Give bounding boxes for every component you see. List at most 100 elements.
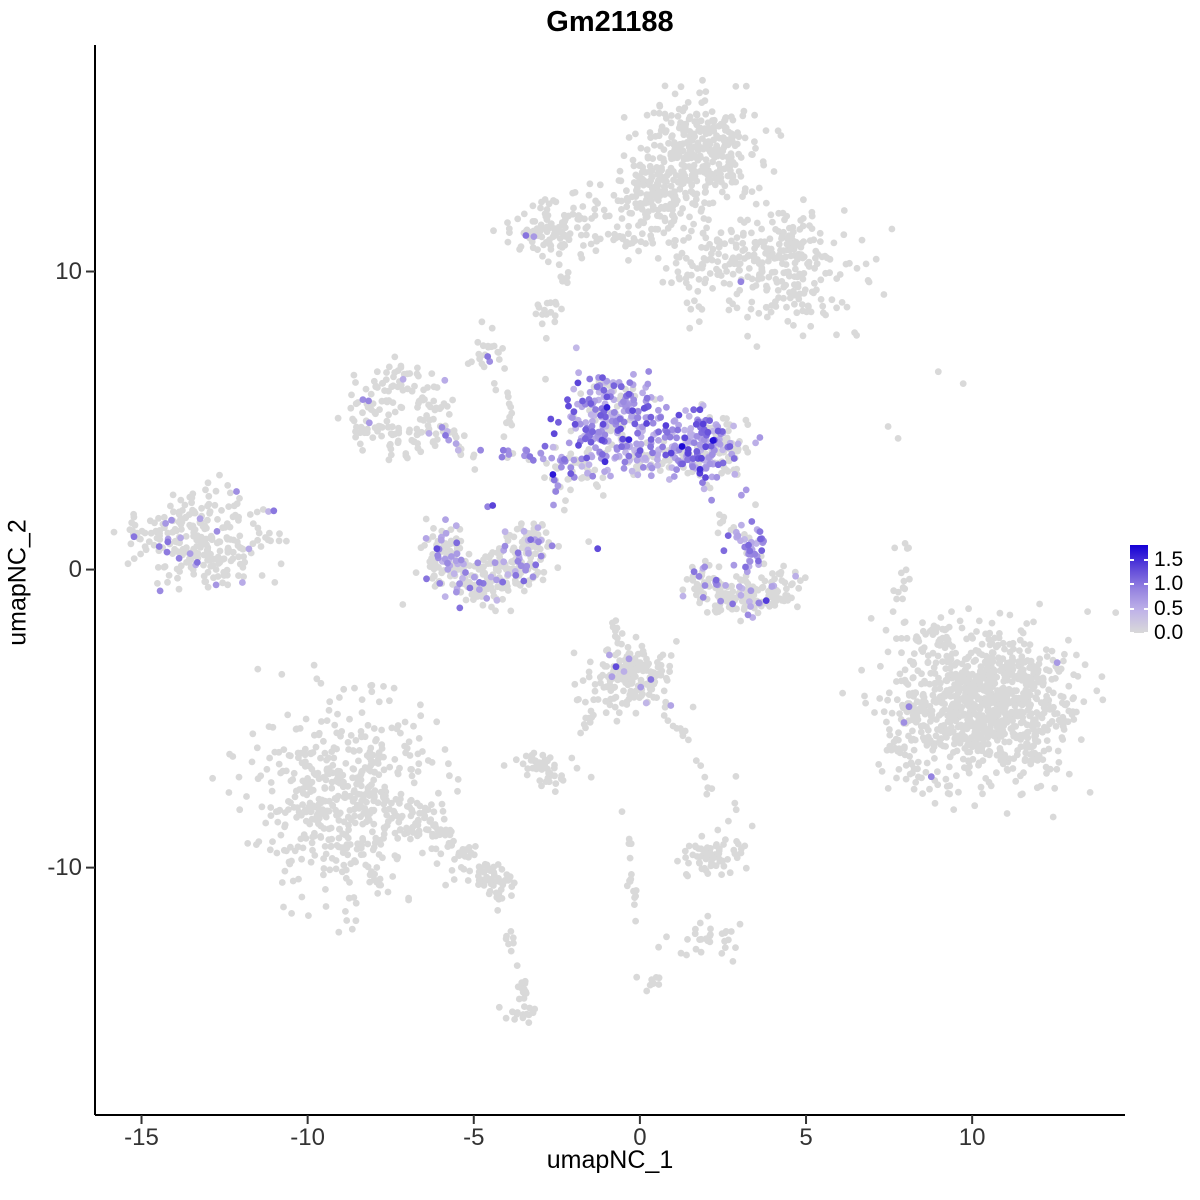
cell-point <box>555 250 563 258</box>
cell-point <box>277 831 285 839</box>
cell-point <box>378 380 386 387</box>
cell-point <box>721 165 728 173</box>
cell-point <box>717 597 725 605</box>
cell-point <box>216 547 224 555</box>
cell-point <box>643 394 651 402</box>
cell-point <box>519 1014 527 1022</box>
cell-point <box>555 261 563 269</box>
cell-point <box>722 582 729 589</box>
cell-point <box>790 291 798 299</box>
cell-point <box>722 590 730 597</box>
cell-point <box>643 191 651 199</box>
cell-point <box>790 228 797 236</box>
cell-point <box>371 787 379 795</box>
cell-point <box>952 660 960 668</box>
cell-point <box>340 685 348 693</box>
cell-point <box>353 423 360 431</box>
cell-point <box>715 250 722 258</box>
cell-point <box>155 543 163 550</box>
cell-point <box>1030 683 1038 691</box>
cell-point <box>634 173 642 180</box>
cell-point <box>733 234 741 242</box>
cell-point <box>397 826 404 833</box>
cell-point <box>444 565 452 573</box>
cell-point <box>368 806 376 814</box>
colorbar-tick <box>1144 632 1148 634</box>
cell-point <box>808 208 816 216</box>
cell-point <box>763 313 771 321</box>
cell-point <box>692 945 700 953</box>
cell-point <box>833 275 841 282</box>
cell-point <box>1011 687 1018 695</box>
cell-point <box>955 788 962 796</box>
cell-point <box>706 178 714 186</box>
cell-point <box>685 859 692 867</box>
cell-point <box>266 754 273 762</box>
cell-point <box>189 522 197 530</box>
cell-point <box>582 714 590 722</box>
cell-point <box>681 426 688 434</box>
cell-point <box>271 748 279 756</box>
cell-point <box>223 566 231 574</box>
cell-point <box>728 237 735 245</box>
cell-point <box>1011 702 1019 709</box>
cell-point <box>555 223 563 231</box>
cell-point <box>653 180 661 188</box>
cell-point <box>632 917 639 925</box>
cell-point <box>258 572 266 579</box>
cell-point <box>514 215 522 223</box>
cell-point <box>975 617 983 625</box>
cell-point <box>527 757 535 764</box>
cell-point <box>415 735 423 742</box>
cell-point <box>597 679 604 687</box>
cell-point <box>659 278 667 286</box>
cell-point <box>752 144 759 152</box>
cell-point <box>613 717 621 725</box>
cell-point <box>582 698 589 706</box>
cell-point <box>444 843 452 850</box>
cell-point <box>648 464 656 472</box>
cell-point <box>1028 710 1035 717</box>
cell-point <box>177 496 185 504</box>
cell-point <box>476 878 484 886</box>
cell-point <box>270 507 278 515</box>
cell-point <box>909 769 916 777</box>
cell-point <box>714 461 722 469</box>
cell-point <box>661 183 668 191</box>
cell-point <box>1080 698 1088 706</box>
cell-point <box>604 646 612 654</box>
cell-point <box>625 134 633 141</box>
cell-point <box>663 677 671 684</box>
cell-point <box>196 515 204 523</box>
cell-point <box>365 783 373 791</box>
cell-point <box>839 689 846 697</box>
cell-point <box>564 396 571 404</box>
cell-point <box>679 586 687 594</box>
cell-point <box>704 851 712 858</box>
cell-point <box>616 167 624 175</box>
cell-point <box>686 324 694 332</box>
cell-point <box>581 215 588 223</box>
cell-point <box>245 545 253 553</box>
cell-point <box>599 492 607 499</box>
cell-point <box>726 869 734 877</box>
cell-point <box>236 532 244 540</box>
cell-point <box>638 692 645 700</box>
cell-point <box>681 847 689 855</box>
cell-point <box>727 173 735 180</box>
cell-point <box>227 557 235 565</box>
cell-point <box>405 738 413 746</box>
plot-title: Gm21188 <box>546 6 674 38</box>
cell-point <box>782 253 790 261</box>
cell-point <box>606 651 613 659</box>
cell-point <box>499 345 506 352</box>
cell-point <box>969 755 977 763</box>
cell-point <box>987 720 995 727</box>
cell-point <box>726 280 734 288</box>
cell-point <box>452 557 460 565</box>
cell-point <box>186 550 194 557</box>
cell-point <box>578 463 586 470</box>
cell-point <box>727 139 734 146</box>
cell-point <box>235 513 243 521</box>
cell-point <box>399 375 407 383</box>
